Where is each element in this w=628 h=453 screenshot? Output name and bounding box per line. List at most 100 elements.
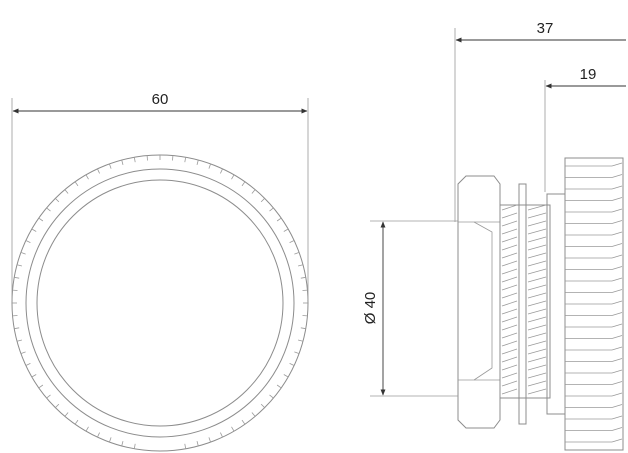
cap-rib-tip	[611, 427, 623, 431]
cap-rib-tip	[611, 369, 623, 374]
thread-line	[527, 308, 547, 315]
cap-rib-tip	[611, 404, 623, 408]
knurl-tick	[241, 181, 246, 187]
knurl-tick	[25, 240, 31, 243]
knurl-tick	[121, 440, 124, 447]
thread-line	[501, 356, 518, 363]
knurl-tick	[184, 157, 187, 163]
knurl-tick	[260, 198, 265, 203]
dim-37-label: 37	[537, 20, 554, 37]
knurl-tick	[109, 163, 112, 169]
knurl-tick	[208, 437, 211, 443]
thread-line	[501, 308, 518, 315]
knurl-tick	[16, 264, 23, 267]
cap-rib-tip	[611, 381, 623, 385]
dim-40-label: Ø 40	[362, 292, 379, 325]
knurl-tick	[85, 174, 89, 180]
cap-rib-tip	[611, 197, 623, 201]
knurl-tick	[269, 207, 274, 212]
cap-rib-tip	[611, 231, 623, 236]
side-thread-lines	[501, 204, 547, 395]
dim-19-label: 19	[580, 66, 597, 83]
knurl-tick	[97, 432, 100, 438]
thread-line	[527, 212, 547, 219]
side-thread-body	[499, 204, 551, 399]
thread-line	[501, 228, 518, 235]
dim-60-label: 60	[152, 91, 169, 108]
thread-line	[501, 388, 518, 395]
cap-rib-tip	[611, 392, 623, 397]
thread-line	[501, 348, 518, 355]
front-cap-face	[36, 179, 284, 427]
knurl-tick	[269, 394, 274, 399]
thread-line	[527, 268, 547, 275]
cap-rib-tip	[611, 346, 623, 351]
thread-line	[527, 292, 547, 299]
knurl-tick	[294, 252, 300, 255]
knurl-tick	[184, 443, 187, 449]
knurl-tick	[16, 339, 23, 342]
side-washer	[518, 183, 527, 425]
thread-line	[527, 340, 547, 347]
thread-line	[527, 356, 547, 363]
front-inner-ring	[25, 168, 295, 438]
knurl-tick	[231, 426, 235, 432]
knurl-tick	[208, 163, 211, 169]
thread-line	[527, 252, 547, 259]
thread-line	[527, 204, 547, 211]
thread-line	[527, 260, 547, 267]
front-view: 60	[11, 91, 309, 452]
cap-rib-tip	[611, 415, 623, 420]
knurl-tick	[300, 276, 306, 279]
knurl-tick	[276, 384, 282, 389]
thread-line	[527, 236, 547, 243]
cap-rib-tip	[611, 243, 623, 247]
cap-rib-tip	[611, 358, 623, 362]
knurl-tick	[121, 159, 124, 166]
knurl-tick	[31, 374, 37, 378]
front-knurl-ticks	[12, 155, 308, 449]
side-lock-nut-facet	[473, 221, 493, 381]
knurl-tick	[260, 403, 265, 408]
thread-line	[527, 284, 547, 291]
knurl-tick	[220, 168, 223, 174]
knurl-tick	[289, 363, 295, 366]
cap-rib-tip	[611, 254, 623, 259]
thread-line	[501, 340, 518, 347]
knurl-tick	[231, 174, 235, 180]
knurl-tick	[25, 363, 31, 366]
knurl-tick	[276, 217, 282, 222]
knurl-tick	[294, 351, 300, 354]
thread-line	[501, 260, 518, 267]
knurl-tick	[97, 168, 100, 174]
knurl-tick	[64, 412, 69, 417]
thread-line	[527, 220, 547, 227]
cap-rib-tip	[611, 438, 623, 443]
cap-rib-tip	[611, 174, 623, 178]
thread-line	[527, 348, 547, 355]
knurl-tick	[283, 374, 289, 378]
knurl-tick	[220, 432, 223, 438]
cap-rib-tip	[611, 300, 623, 305]
knurl-tick	[74, 419, 79, 425]
cap-rib-tip	[611, 289, 623, 293]
knurl-tick	[31, 228, 37, 232]
thread-line	[527, 372, 547, 379]
knurl-tick	[109, 437, 112, 443]
cap-rib-tip	[611, 277, 623, 282]
knurl-tick	[251, 412, 256, 417]
thread-line	[501, 364, 518, 371]
cap-rib-tip	[611, 335, 623, 339]
side-view: 37 19 Ø 40	[362, 20, 626, 451]
knurl-tick	[46, 207, 51, 212]
knurl-tick	[289, 240, 295, 243]
knurl-tick	[251, 189, 256, 194]
thread-line	[501, 204, 518, 211]
knurl-tick	[133, 157, 136, 163]
cap-rib-tip	[611, 266, 623, 270]
thread-line	[501, 380, 518, 387]
thread-line	[501, 268, 518, 275]
thread-line	[501, 244, 518, 251]
knurl-tick	[46, 394, 51, 399]
